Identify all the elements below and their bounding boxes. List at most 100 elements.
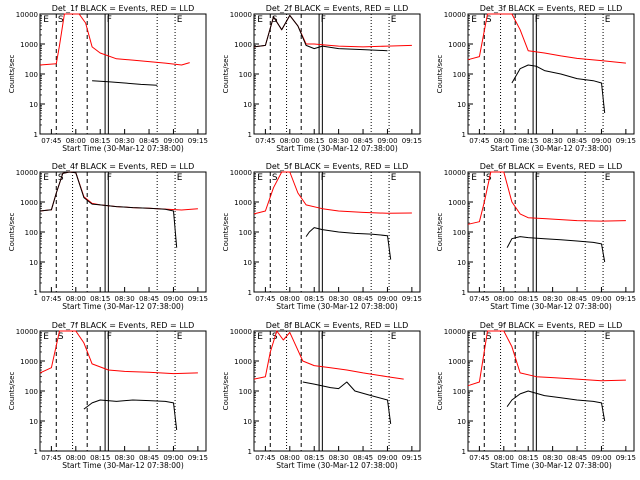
y-tick-label: 10000: [16, 328, 38, 336]
y-axis-label: Counts/sec: [222, 372, 230, 411]
y-tick-label: 100: [25, 229, 38, 237]
x-tick-label: 08:30: [115, 454, 135, 462]
marker-label: F: [535, 332, 540, 342]
y-tick-label: 10000: [444, 328, 466, 336]
x-tick-label: 07:45: [41, 454, 61, 462]
marker-label: F: [107, 332, 112, 342]
series-line-lld: [467, 171, 626, 225]
panel-title: Det_7f BLACK = Events, RED = LLD: [52, 321, 195, 330]
x-tick-label: 08:15: [304, 295, 324, 303]
marker-label: E: [43, 15, 49, 25]
y-tick-label: 100: [453, 71, 466, 79]
y-tick-label: 1: [462, 448, 466, 456]
panel-6: Det_6f BLACK = Events, RED = LLD 1 10 100 10…: [436, 162, 636, 311]
panel-grid: Det_1f BLACK = Events, RED = LLD11010010…: [8, 4, 636, 470]
y-axis-label: Counts/sec: [436, 213, 444, 252]
x-tick-label: 07:45: [255, 137, 275, 145]
y-tick-label: 10000: [444, 11, 466, 19]
x-tick-label: 09:00: [591, 454, 611, 462]
x-tick-label: 08:00: [66, 137, 86, 145]
x-tick-label: 07:45: [41, 295, 61, 303]
series-line-lld: [253, 171, 412, 215]
x-tick-label: 08:15: [518, 137, 538, 145]
panel-3: Det_3f BLACK = Events, RED = LLD 1 10 100 10…: [436, 4, 636, 153]
series-line-events: [305, 227, 392, 260]
panel-title: Det_6f BLACK = Events, RED = LLD: [480, 162, 623, 171]
marker-label: E: [257, 332, 263, 342]
y-axis-label: Counts/sec: [436, 372, 444, 411]
series-line-events: [92, 80, 158, 86]
marker-label: F: [321, 15, 326, 25]
panel-title: Det_8f BLACK = Events, RED = LLD: [266, 321, 409, 330]
panel-1: Det_1f BLACK = Events, RED = LLD 1 10 100 10…: [8, 4, 208, 153]
y-axis-label: Counts/sec: [8, 213, 16, 252]
x-tick-label: 08:15: [518, 295, 538, 303]
x-tick-label: 08:45: [567, 454, 587, 462]
y-tick-label: 1: [34, 289, 38, 297]
x-tick-label: 09:00: [377, 454, 397, 462]
y-tick-label: 1000: [20, 199, 38, 207]
x-tick-label: 08:15: [304, 137, 324, 145]
marker-label: F: [321, 332, 326, 342]
panel-8: Det_8f BLACK = Events, RED = LLD 1 10 100 10…: [222, 321, 422, 470]
series-line-events: [253, 14, 388, 52]
series-line-events: [506, 390, 606, 422]
y-tick-label: 10: [243, 101, 252, 109]
x-tick-label: 07:45: [255, 454, 275, 462]
y-tick-label: 1000: [448, 199, 466, 207]
x-tick-label: 08:00: [280, 295, 300, 303]
x-tick-label: 09:15: [188, 295, 208, 303]
y-tick-label: 10: [243, 418, 252, 426]
panel-2: Det_2f BLACK = Events, RED = LLD 1 10 100 10…: [222, 4, 422, 153]
x-tick-label: 08:30: [543, 295, 563, 303]
x-axis-label: Start Time (30-Mar-12 07:38:00): [490, 302, 612, 311]
y-tick-label: 10: [29, 259, 38, 267]
x-tick-label: 08:30: [115, 295, 135, 303]
y-tick-label: 100: [239, 388, 252, 396]
x-axis-label: Start Time (30-Mar-12 07:38:00): [62, 461, 184, 470]
x-tick-label: 08:30: [329, 454, 349, 462]
y-tick-label: 10000: [230, 328, 252, 336]
marker-label: S: [58, 15, 64, 25]
y-axis-label: Counts/sec: [8, 55, 16, 94]
x-tick-label: 09:15: [188, 454, 208, 462]
x-axis-label: Start Time (30-Mar-12 07:38:00): [276, 144, 398, 153]
x-tick-label: 09:00: [377, 137, 397, 145]
marker-label: E: [471, 15, 477, 25]
y-tick-label: 10: [29, 101, 38, 109]
y-tick-label: 1000: [234, 199, 252, 207]
x-tick-label: 08:45: [567, 137, 587, 145]
marker-label: E: [177, 15, 183, 25]
x-tick-label: 08:15: [304, 454, 324, 462]
panel-9: Det_9f BLACK = Events, RED = LLD 1 10 100 10…: [436, 321, 636, 470]
y-tick-label: 1: [462, 131, 466, 139]
x-axis-label: Start Time (30-Mar-12 07:38:00): [490, 144, 612, 153]
marker-label: E: [257, 15, 263, 25]
marker-label: F: [107, 173, 112, 183]
y-tick-label: 1000: [20, 358, 38, 366]
x-axis-label: Start Time (30-Mar-12 07:38:00): [276, 302, 398, 311]
x-tick-label: 09:00: [377, 295, 397, 303]
y-tick-label: 1000: [234, 41, 252, 49]
marker-label: S: [486, 332, 492, 342]
marker-label: E: [471, 173, 477, 183]
series-line-events: [39, 171, 178, 248]
x-tick-label: 08:45: [353, 454, 373, 462]
panel-title: Det_4f BLACK = Events, RED = LLD: [52, 162, 195, 171]
marker-label: F: [535, 173, 540, 183]
x-tick-label: 08:15: [90, 295, 110, 303]
marker-label: E: [605, 173, 611, 183]
y-tick-label: 1000: [448, 41, 466, 49]
y-tick-label: 10000: [16, 169, 38, 177]
marker-label: E: [177, 332, 183, 342]
series-line-lld: [467, 13, 626, 64]
y-tick-label: 1: [248, 131, 252, 139]
marker-label: E: [257, 173, 263, 183]
x-tick-label: 09:15: [616, 295, 636, 303]
x-tick-label: 09:15: [616, 137, 636, 145]
y-tick-label: 10: [457, 101, 466, 109]
series-line-lld: [467, 330, 626, 387]
y-axis-label: Counts/sec: [222, 213, 230, 252]
marker-label: E: [43, 332, 49, 342]
